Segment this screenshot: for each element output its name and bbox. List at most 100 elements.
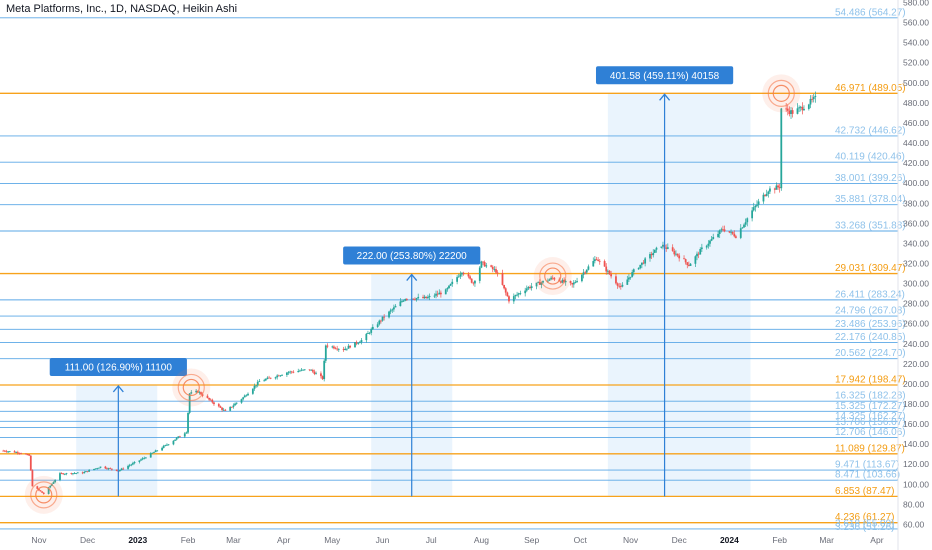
candle-body [675,253,677,255]
candle-114 [258,379,261,383]
candle-body [336,348,339,350]
candle-body [561,279,564,283]
candle-355 [807,103,810,111]
candle-98 [222,407,225,411]
price-tick-520: 520.00 [903,58,929,68]
candle-body [334,348,337,350]
fib-label-8.471: 8.471 (103.66) [835,470,900,481]
candle-body [264,378,267,381]
candle-body [788,110,791,115]
candle-276 [628,274,630,282]
candle-body [143,457,146,459]
candle-body [167,444,170,446]
candle-228 [517,292,520,298]
price-tick-540: 540.00 [903,38,929,48]
candle-356 [809,95,812,109]
candle-body [764,194,766,196]
candle-body [86,471,89,473]
candle-91 [208,397,211,402]
candle-176 [401,299,403,303]
candle-body [587,266,590,270]
candle-278 [631,269,634,278]
candle-17 [39,490,42,492]
candle-body [388,311,390,318]
candle-174 [394,304,397,308]
candle-223 [506,291,509,297]
candle-body [402,300,405,302]
time-axis: Nov Dec 2023 Feb Mar Apr May Jun Jul Aug Sep Oct Nov… [31,535,883,545]
candle-96 [219,405,222,408]
candle-295 [671,244,674,252]
candle-128 [290,370,293,374]
candle-body [628,277,630,280]
fib-label-9.471: 9.471 (113.67) [835,460,899,471]
candle-body [172,440,175,445]
candle-body [120,468,123,471]
candle-305 [694,255,697,267]
candle-232 [527,286,530,291]
chart-title: Meta Platforms, Inc., 1D, NASDAQ, Heikin… [6,3,238,15]
price-tick-560: 560.00 [903,18,929,28]
candle-body [503,284,506,289]
candle-body [380,320,382,322]
fib-label-16.325: 16.325 (182.28) [835,391,906,402]
candle-33 [75,472,78,475]
time-tick-12: Nov [623,535,639,545]
candle-body [655,247,658,250]
candle-body [717,233,719,237]
fib-label-29.031: 29.031 (309.47) [835,263,906,274]
candle-101 [230,406,233,408]
candle-body [438,292,441,295]
candle-body [311,369,314,372]
candle-body [743,224,745,228]
candle-262 [595,256,598,261]
candle-body [200,392,202,395]
candle-243 [551,275,554,280]
candle-45 [104,465,107,469]
candle-body [678,255,681,259]
candle-body [154,450,157,453]
time-tick-6: May [324,535,341,545]
fib-label-38.001: 38.001 (399.26) [835,173,906,184]
candle-8 [18,452,21,455]
candle-304 [689,262,692,267]
candle-body [425,296,428,299]
candle-body [592,261,595,267]
marker-ring-outer [177,373,205,402]
marker-ring-inner [182,378,200,397]
candle-body [232,405,235,407]
time-tick-0: Nov [31,535,47,545]
candle-body [790,110,792,115]
candle-112 [255,385,258,388]
candle-218 [495,266,497,274]
candle-144 [326,343,329,349]
candle-body [47,487,50,494]
candle-43 [97,467,100,469]
candle-body [780,108,783,189]
candle-body [389,310,392,312]
candle-body [323,360,326,380]
candle-body [671,247,674,251]
candle-body [608,270,611,275]
candle-body [258,381,261,383]
candle-70 [161,446,163,451]
candle-53 [120,467,123,471]
candle-164 [371,324,374,331]
candle-body [345,348,348,350]
candle-110 [251,388,254,395]
candle-68 [154,449,157,453]
price-tick-340: 340.00 [903,238,929,248]
candle-350 [796,103,799,115]
candle-body [470,278,473,283]
candle-152 [345,348,348,351]
price-tick-420: 420.00 [903,158,929,168]
candle-body [699,249,702,255]
candle-body [459,274,462,277]
candle-body [333,346,335,349]
candle-73 [166,443,168,446]
fib-label-54.486: 54.486 (564.27) [835,7,906,18]
candle-body [201,394,204,396]
candle-94 [213,401,215,406]
measurement-1: 111.00 (126.90%) 11100 [49,357,187,497]
